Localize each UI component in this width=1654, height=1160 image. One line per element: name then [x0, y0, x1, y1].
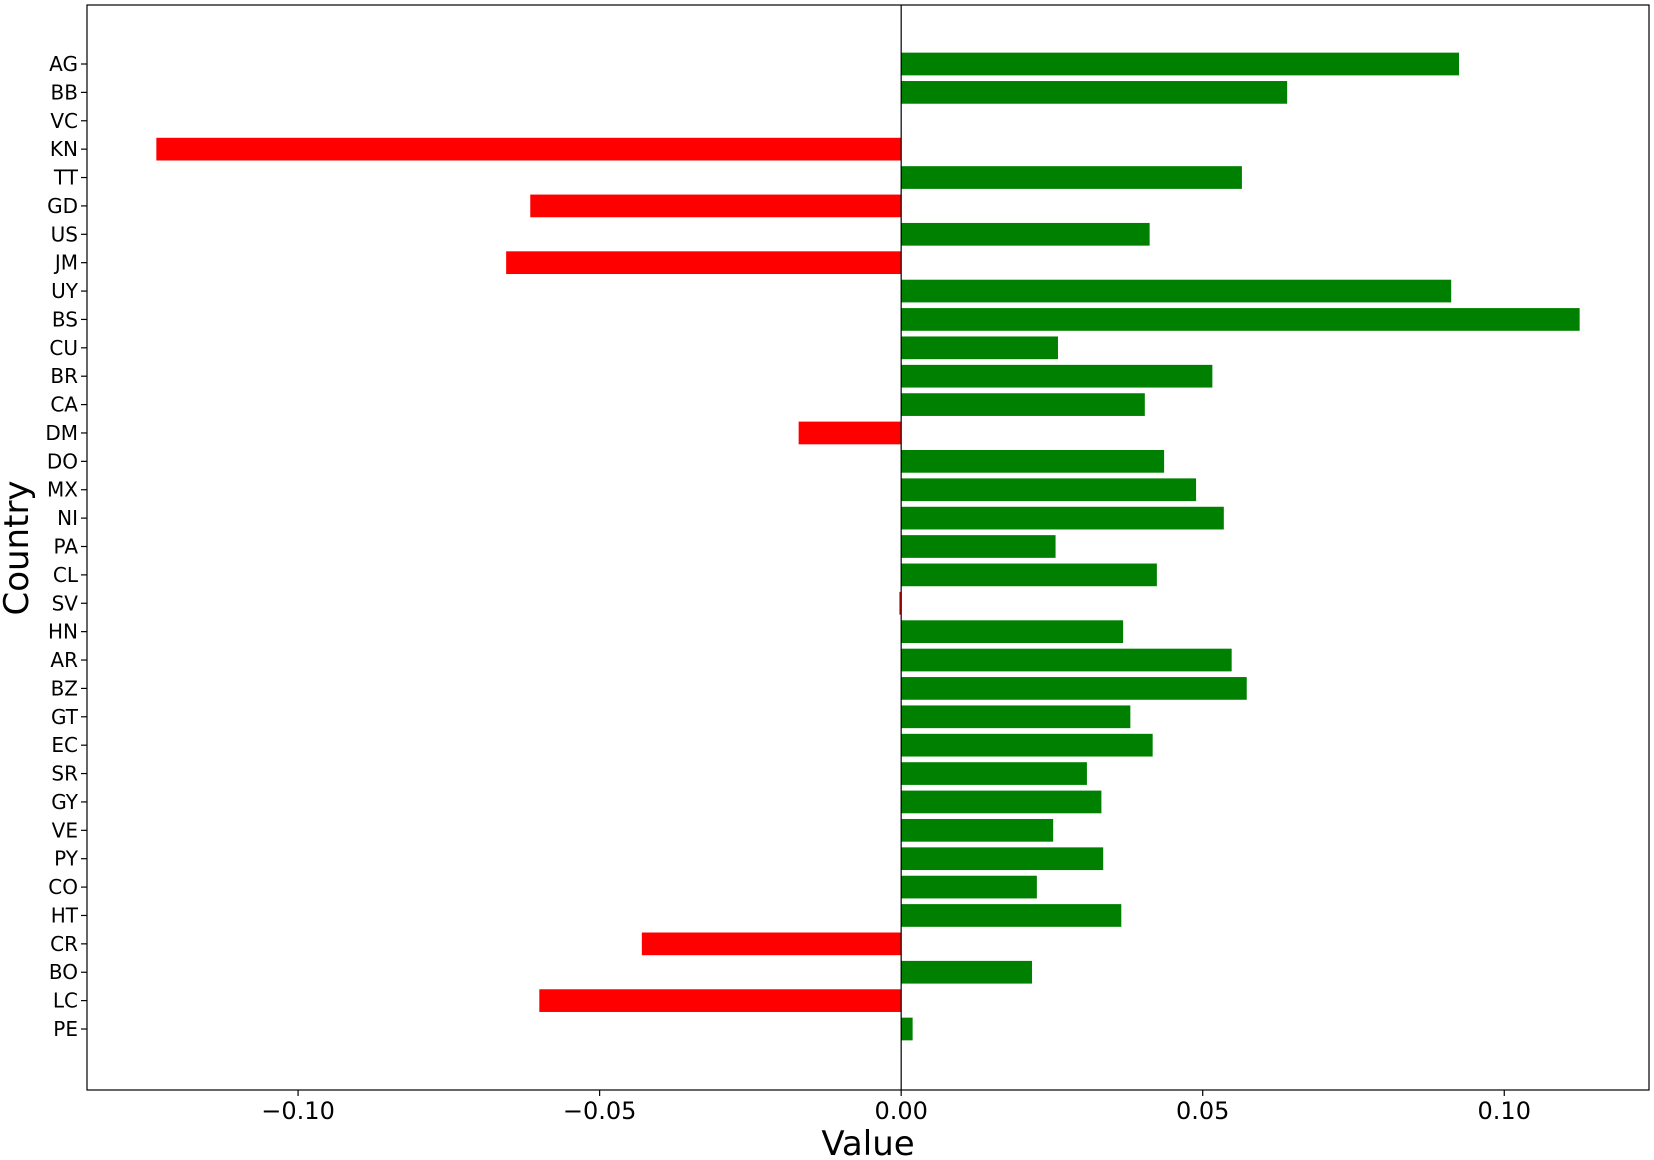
bar-pa: [901, 535, 1056, 558]
y-tick-label: SV: [52, 591, 79, 615]
bar-ht: [901, 904, 1122, 927]
y-tick-label: EC: [51, 733, 78, 757]
y-tick-label: SR: [51, 762, 78, 786]
y-tick-label: CR: [50, 932, 78, 956]
bar-hn: [901, 620, 1124, 643]
bar-tt: [901, 166, 1242, 189]
bar-ar: [901, 648, 1232, 672]
y-tick-label: NI: [57, 506, 78, 530]
y-tick-label: PA: [54, 535, 79, 559]
x-tick-label: −0.10: [261, 1097, 335, 1125]
bar-ve: [901, 818, 1054, 842]
bar-cu: [901, 336, 1058, 360]
plot-frame: [86, 4, 1650, 1091]
bar-bs: [901, 308, 1580, 331]
bar-ag: [901, 52, 1460, 76]
x-tick-label: −0.05: [563, 1097, 637, 1125]
y-tick-label: CL: [53, 563, 79, 587]
x-tick-label: 0.10: [1478, 1097, 1531, 1125]
bar-bb: [901, 81, 1288, 104]
y-axis-ticks: AG BB VC KN TT GD US JM UY BS CU BR CA DM DO MX NI PA CL SV…: [45, 52, 87, 1041]
y-tick-label: BS: [52, 307, 78, 331]
y-tick-label: AR: [50, 648, 78, 672]
y-tick-label: BO: [49, 960, 78, 984]
bar-mx: [901, 478, 1197, 502]
y-tick-label: KN: [50, 137, 78, 161]
bar-lc: [539, 989, 902, 1012]
bar-cl: [901, 563, 1157, 587]
bar-sv: [899, 591, 902, 615]
bar-kn: [156, 137, 902, 161]
bar-dm: [798, 421, 902, 445]
y-tick-label: MX: [47, 478, 78, 502]
y-tick-label: GD: [47, 194, 78, 218]
x-tick-label: 0.05: [1176, 1097, 1229, 1125]
y-tick-label: JM: [53, 251, 78, 275]
bar-uy: [901, 279, 1452, 303]
bar-py: [901, 847, 1104, 871]
y-tick-label: CO: [48, 875, 78, 899]
bar-ca: [901, 393, 1145, 416]
y-tick-label: TT: [53, 166, 79, 190]
y-tick-label: DO: [47, 449, 78, 473]
bar-cr: [641, 932, 902, 956]
bar-jm: [506, 251, 902, 275]
y-tick-label: VC: [50, 109, 78, 133]
y-tick-label: BR: [50, 364, 78, 388]
y-axis-title: Country: [0, 480, 37, 615]
x-axis-ticks: −0.10 −0.05 0.00 0.05 0.10: [261, 1090, 1531, 1125]
bars-group: [156, 52, 1580, 1041]
bar-br: [901, 364, 1213, 388]
y-tick-label: CU: [49, 336, 78, 360]
bar-gy: [901, 790, 1102, 814]
bar-gd: [530, 194, 902, 218]
bar-ni: [901, 506, 1224, 530]
y-tick-label: PY: [54, 847, 79, 871]
y-tick-label: LC: [53, 989, 78, 1013]
y-tick-label: CA: [50, 393, 78, 417]
y-tick-label: BB: [51, 80, 78, 104]
x-tick-label: 0.00: [874, 1097, 927, 1125]
bar-bz: [901, 677, 1247, 700]
y-tick-label: HN: [48, 620, 78, 644]
bar-gt: [901, 705, 1131, 729]
bar-bo: [901, 960, 1033, 984]
bar-us: [901, 222, 1150, 246]
y-tick-label: BZ: [51, 676, 78, 700]
bar-ec: [901, 733, 1153, 757]
y-tick-label: UY: [51, 279, 79, 303]
bar-sr: [901, 762, 1087, 785]
y-tick-label: US: [51, 222, 78, 246]
y-tick-label: VE: [52, 818, 78, 842]
y-tick-label: PE: [53, 1017, 78, 1041]
y-tick-label: GY: [51, 790, 79, 814]
y-tick-label: DM: [45, 421, 78, 445]
y-tick-label: HT: [51, 903, 79, 927]
y-tick-label: GT: [51, 705, 79, 729]
bar-do: [901, 450, 1165, 473]
y-tick-label: AG: [49, 52, 78, 76]
x-axis-title: Value: [821, 1124, 914, 1160]
bar-pe: [901, 1017, 913, 1041]
bar-co: [901, 875, 1037, 899]
